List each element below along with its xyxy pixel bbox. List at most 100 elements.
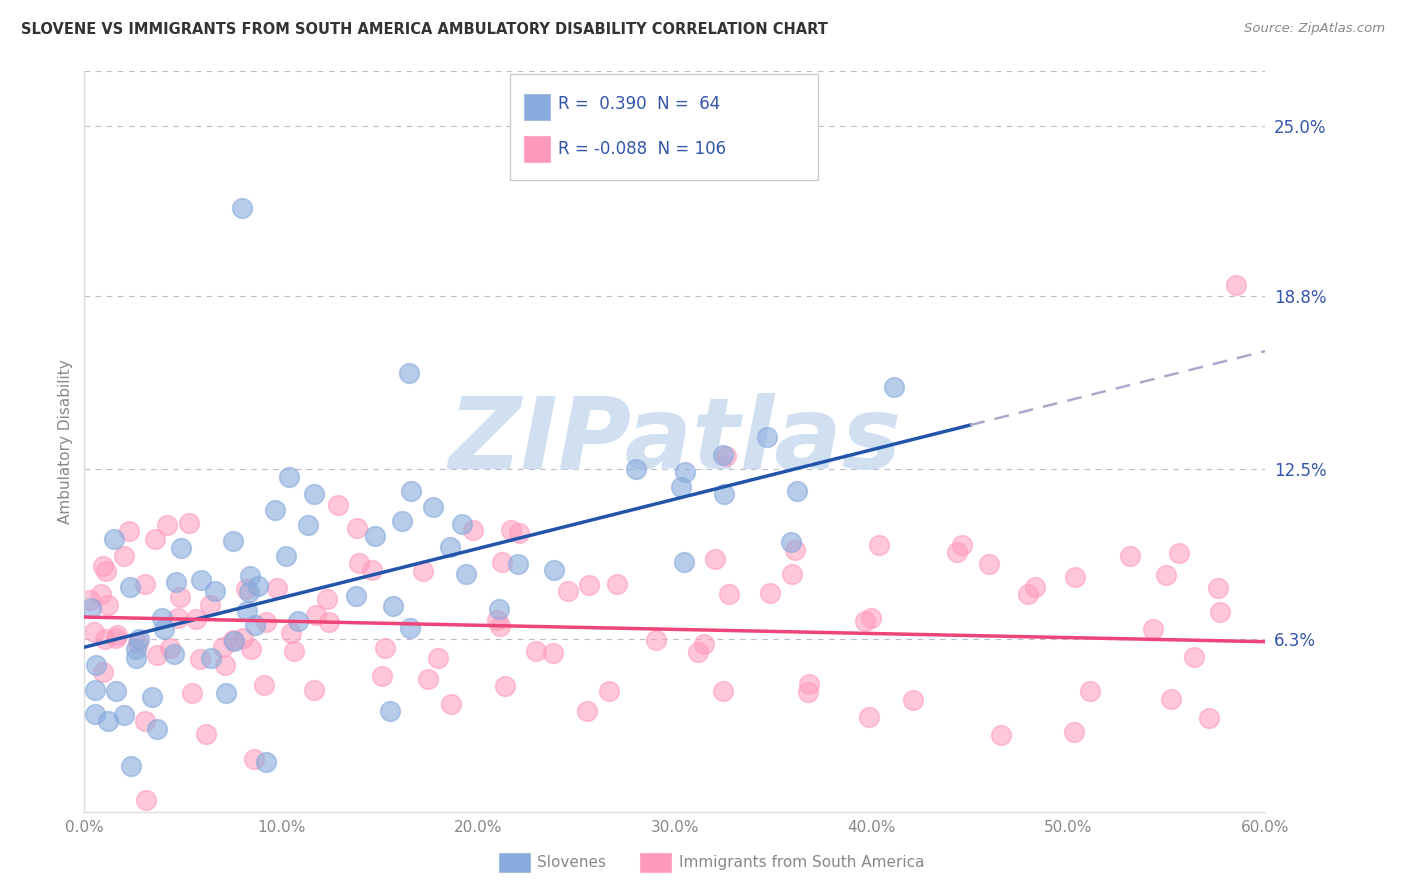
- Point: [104, 631, 127, 645]
- Point: [239, 569, 262, 583]
- Point: [1024, 580, 1046, 594]
- Point: [439, 540, 461, 554]
- Point: [180, 686, 202, 700]
- Point: [427, 651, 450, 665]
- Point: [1017, 587, 1039, 601]
- Point: [451, 517, 474, 532]
- Point: [624, 462, 647, 476]
- Point: [853, 615, 876, 629]
- Point: [714, 450, 737, 464]
- Point: [456, 567, 478, 582]
- Point: [165, 575, 187, 590]
- Point: [1168, 546, 1191, 560]
- Point: [145, 722, 167, 736]
- Point: [84, 683, 107, 698]
- Point: [901, 693, 924, 707]
- Point: [214, 658, 236, 673]
- Point: [316, 591, 339, 606]
- Point: [785, 543, 807, 558]
- Point: [247, 579, 270, 593]
- Point: [780, 535, 803, 549]
- Point: [398, 621, 420, 635]
- Point: [236, 604, 259, 618]
- Point: [277, 470, 299, 484]
- Point: [704, 551, 727, 566]
- Point: [190, 573, 212, 587]
- Text: R = -0.088  N = 106: R = -0.088 N = 106: [558, 140, 727, 158]
- Point: [91, 665, 114, 679]
- Point: [94, 565, 117, 579]
- Point: [124, 642, 146, 657]
- Point: [79, 600, 101, 615]
- Point: [276, 549, 298, 563]
- Point: [485, 613, 508, 627]
- Point: [146, 648, 169, 663]
- Point: [141, 690, 163, 705]
- Point: [488, 619, 510, 633]
- Point: [280, 625, 302, 640]
- Point: [79, 592, 101, 607]
- Point: [128, 632, 150, 646]
- Point: [440, 697, 463, 711]
- Text: Source: ZipAtlas.com: Source: ZipAtlas.com: [1244, 22, 1385, 36]
- Point: [94, 632, 117, 646]
- Point: [797, 676, 820, 690]
- Point: [796, 684, 818, 698]
- Point: [231, 202, 253, 216]
- Point: [235, 582, 257, 597]
- Point: [134, 577, 156, 591]
- Point: [858, 710, 880, 724]
- Point: [1160, 692, 1182, 706]
- Point: [412, 564, 434, 578]
- Text: ZIPatlas: ZIPatlas: [449, 393, 901, 490]
- Point: [543, 563, 565, 577]
- Point: [399, 484, 422, 499]
- Point: [378, 704, 401, 718]
- Point: [238, 584, 260, 599]
- Point: [1225, 278, 1247, 293]
- Point: [127, 636, 149, 650]
- Y-axis label: Ambulatory Disability: Ambulatory Disability: [58, 359, 73, 524]
- Point: [84, 658, 107, 673]
- Point: [688, 645, 710, 659]
- Point: [946, 545, 969, 559]
- Point: [374, 641, 396, 656]
- Point: [346, 521, 368, 535]
- Point: [506, 557, 529, 571]
- Text: Slovenes: Slovenes: [537, 855, 606, 870]
- Point: [232, 631, 254, 645]
- Point: [195, 727, 218, 741]
- Point: [883, 380, 905, 394]
- Point: [135, 793, 157, 807]
- Point: [297, 518, 319, 533]
- Point: [120, 758, 142, 772]
- Point: [669, 480, 692, 494]
- Point: [266, 582, 288, 596]
- Point: [156, 517, 179, 532]
- Point: [104, 683, 127, 698]
- Point: [159, 641, 181, 656]
- Point: [302, 682, 325, 697]
- Point: [153, 622, 176, 636]
- Point: [1063, 724, 1085, 739]
- Point: [1209, 605, 1232, 619]
- Point: [598, 683, 620, 698]
- Point: [118, 580, 141, 594]
- Point: [97, 599, 120, 613]
- Point: [344, 590, 367, 604]
- Point: [868, 537, 890, 551]
- Point: [1198, 711, 1220, 725]
- Point: [578, 578, 600, 592]
- Point: [491, 556, 513, 570]
- Point: [1119, 549, 1142, 563]
- Point: [1182, 649, 1205, 664]
- Point: [163, 648, 186, 662]
- Point: [240, 642, 263, 657]
- Point: [124, 650, 146, 665]
- Text: Immigrants from South America: Immigrants from South America: [679, 855, 925, 870]
- Point: [418, 672, 440, 686]
- Point: [170, 541, 193, 555]
- Point: [305, 607, 328, 622]
- Point: [200, 598, 222, 612]
- Point: [526, 644, 548, 658]
